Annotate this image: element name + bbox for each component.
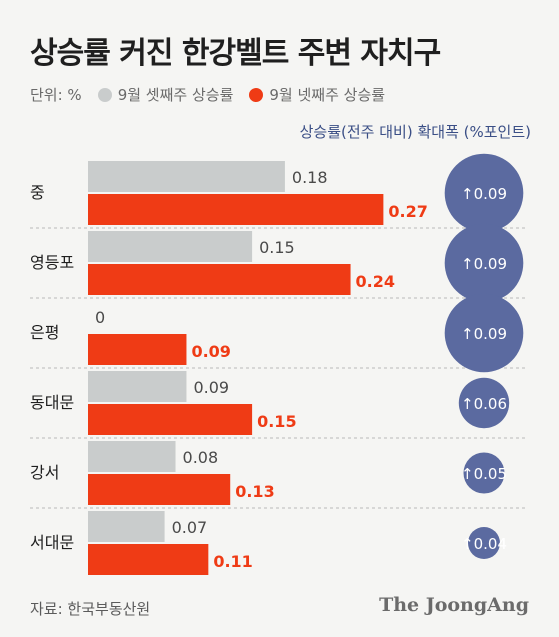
value-label-week3: 0.09 — [193, 378, 229, 397]
increase-bubble — [444, 223, 524, 303]
bar-week3 — [88, 161, 285, 192]
bubble-header: 상승률(전주 대비) 확대폭 (%포인트) — [299, 123, 531, 141]
increase-label: ↑0.09 — [461, 255, 507, 273]
value-label-week4: 0.27 — [388, 202, 427, 221]
category-label: 서대문 — [30, 533, 74, 552]
value-label-week4: 0.15 — [257, 412, 296, 431]
increase-bubble — [444, 153, 524, 233]
category-label: 영등포 — [30, 253, 74, 272]
value-label-week3: 0.07 — [172, 518, 208, 537]
increase-label: ↑0.09 — [461, 185, 507, 203]
value-label-week3: 0.08 — [183, 448, 219, 467]
category-label: 중 — [30, 183, 45, 202]
increase-bubble — [444, 293, 524, 373]
bar-week3 — [88, 441, 176, 472]
value-label-week3: 0.15 — [259, 238, 295, 257]
value-label-week4: 0.09 — [191, 342, 230, 361]
bar-week3 — [88, 231, 253, 262]
bar-week4 — [88, 474, 231, 505]
increase-bubble — [463, 452, 505, 494]
legend: 단위: % 9월 셋째주 상승률 9월 넷째주 상승률 — [30, 84, 385, 105]
legend-swatch-week4 — [249, 87, 264, 102]
value-label-week3: 0 — [95, 308, 105, 327]
category-label: 동대문 — [30, 393, 74, 412]
publisher-logo: The JoongAng — [379, 594, 529, 616]
legend-label-week3: 9월 셋째주 상승률 — [117, 86, 234, 104]
source-note: 자료: 한국부동산원 — [30, 600, 151, 618]
unit-label: 단위: % — [30, 86, 82, 104]
increase-bubble — [458, 377, 510, 429]
increase-label: ↑0.09 — [461, 325, 507, 343]
chart-title: 상승률 커진 한강벨트 주변 자치구 — [30, 36, 441, 71]
legend-label-week4: 9월 넷째주 상승률 — [269, 86, 386, 104]
category-label: 강서 — [30, 463, 59, 482]
increase-label: ↑0.06 — [461, 395, 507, 413]
increase-bubble — [468, 527, 500, 559]
bar-week4 — [88, 404, 253, 435]
bar-week4 — [88, 264, 351, 295]
bar-week3 — [88, 511, 165, 542]
value-label-week4: 0.11 — [213, 552, 252, 571]
increase-label: ↑0.05 — [461, 465, 507, 483]
category-label: 은평 — [30, 323, 59, 342]
increase-label: ↑0.04 — [461, 535, 507, 553]
bar-week4 — [88, 194, 384, 225]
value-label-week4: 0.13 — [235, 482, 274, 501]
value-label-week4: 0.24 — [356, 272, 395, 291]
value-label-week3: 0.18 — [292, 168, 328, 187]
bar-week3 — [88, 371, 187, 402]
bar-week4 — [88, 544, 209, 575]
bar-week4 — [88, 334, 187, 365]
legend-swatch-week3 — [97, 87, 112, 102]
